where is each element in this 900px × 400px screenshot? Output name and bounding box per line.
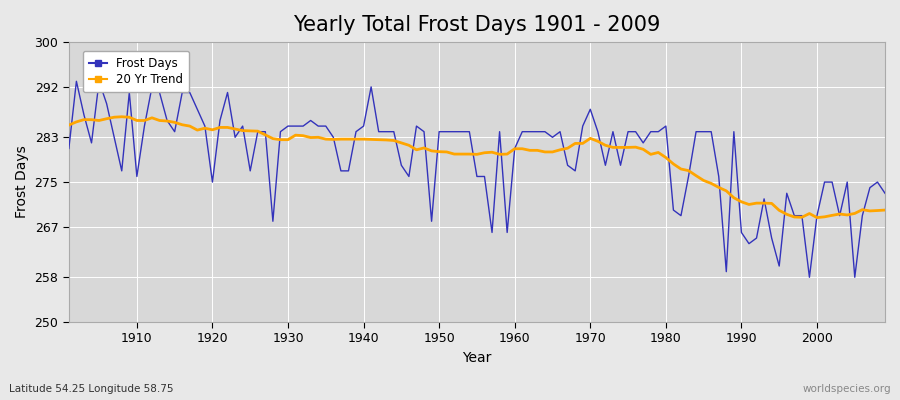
Text: Latitude 54.25 Longitude 58.75: Latitude 54.25 Longitude 58.75: [9, 384, 174, 394]
Y-axis label: Frost Days: Frost Days: [15, 146, 29, 218]
X-axis label: Year: Year: [463, 351, 491, 365]
Legend: Frost Days, 20 Yr Trend: Frost Days, 20 Yr Trend: [83, 51, 189, 92]
Text: worldspecies.org: worldspecies.org: [803, 384, 891, 394]
Title: Yearly Total Frost Days 1901 - 2009: Yearly Total Frost Days 1901 - 2009: [293, 15, 661, 35]
